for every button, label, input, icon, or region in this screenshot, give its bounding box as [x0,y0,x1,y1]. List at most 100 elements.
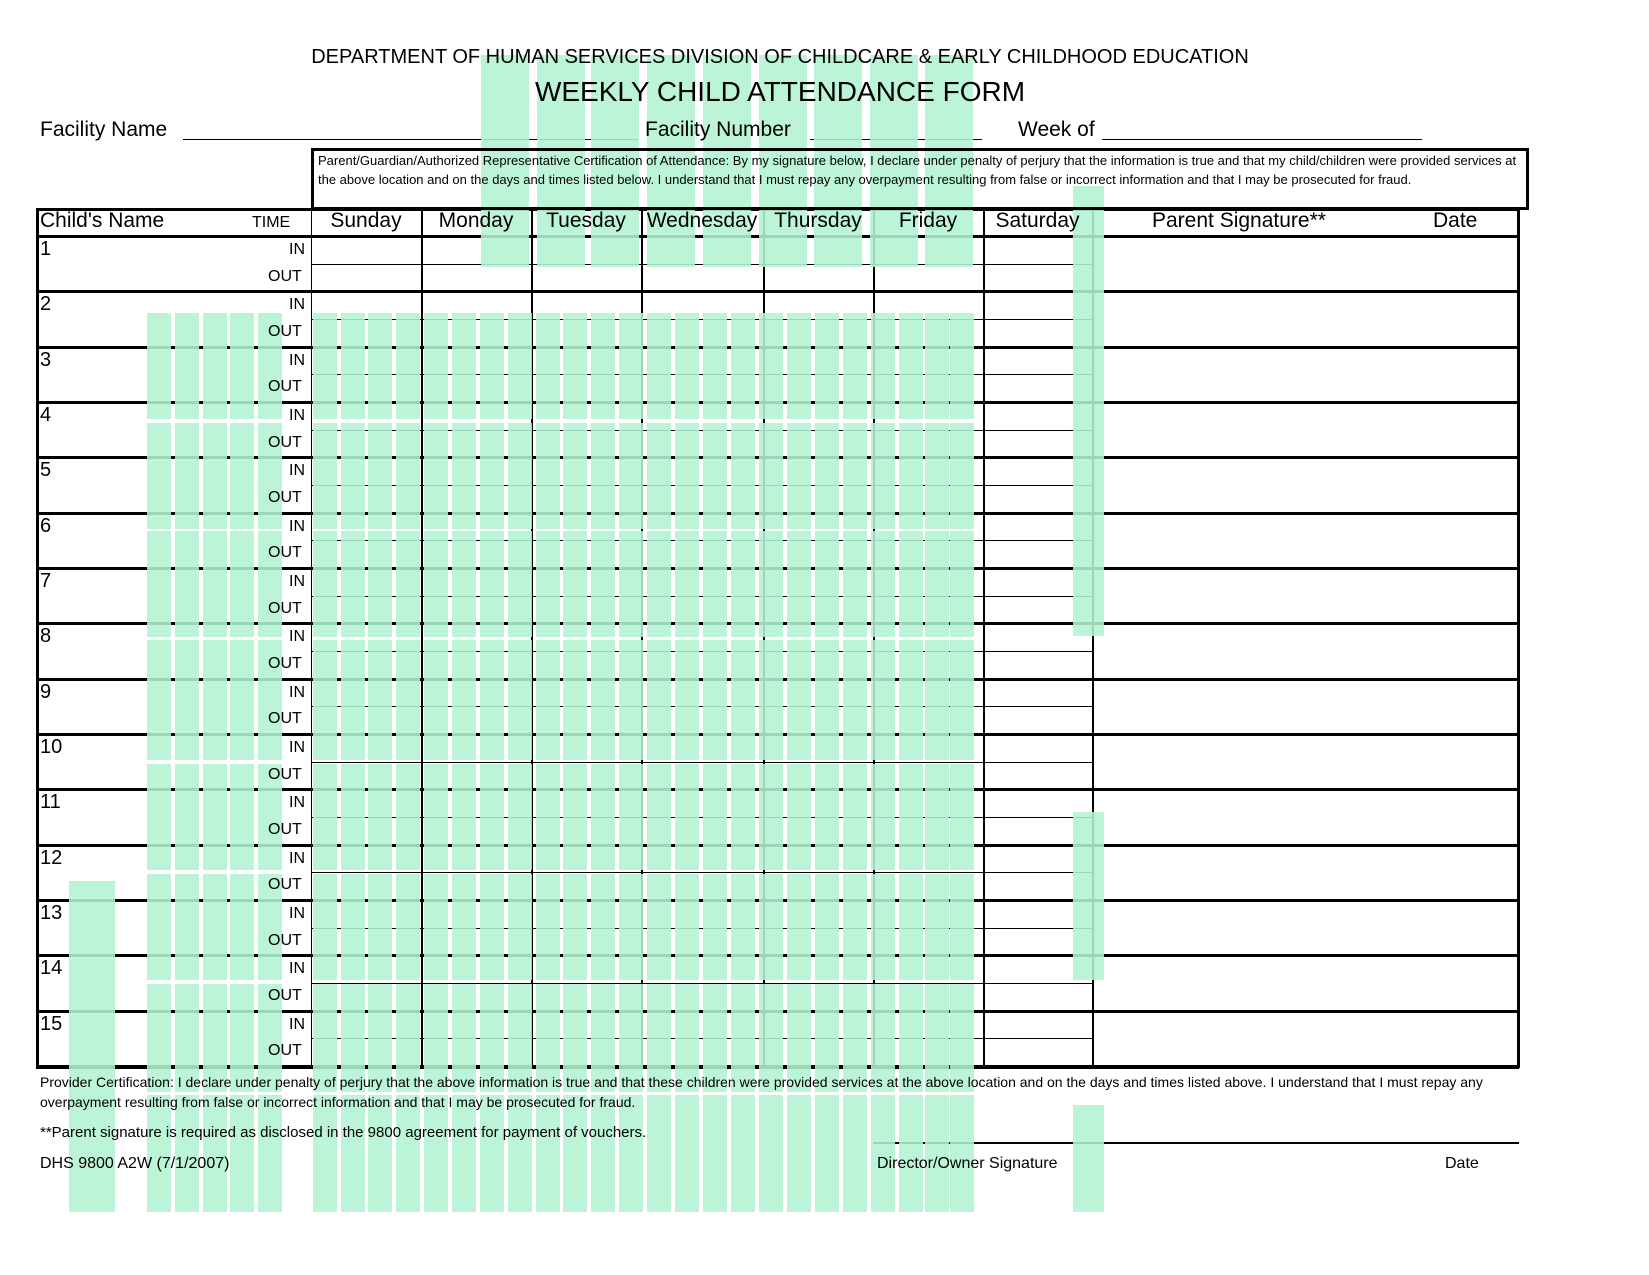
parent-signature-cell[interactable] [1095,791,1517,842]
time-out-cell[interactable] [765,653,872,678]
time-out-cell[interactable] [423,266,530,291]
time-in-cell[interactable] [533,459,640,484]
time-out-cell[interactable] [765,321,872,346]
time-in-cell[interactable] [643,957,762,982]
time-out-cell[interactable] [643,819,762,844]
time-out-cell[interactable] [985,819,1091,844]
time-out-cell[interactable] [875,764,982,789]
time-out-cell[interactable] [875,1040,982,1065]
time-out-cell[interactable] [533,321,640,346]
time-out-cell[interactable] [643,985,762,1010]
time-in-cell[interactable] [643,238,762,263]
time-out-cell[interactable] [423,432,530,457]
time-out-cell[interactable] [643,930,762,955]
time-out-cell[interactable] [643,432,762,457]
time-in-cell[interactable] [875,293,982,318]
time-out-cell[interactable] [875,708,982,733]
child-name-field[interactable] [40,758,250,786]
time-in-cell[interactable] [533,847,640,872]
time-in-cell[interactable] [423,847,530,872]
time-in-cell[interactable] [765,681,872,706]
time-out-cell[interactable] [643,598,762,623]
time-out-cell[interactable] [423,598,530,623]
parent-signature-cell[interactable] [1095,238,1517,289]
time-in-cell[interactable] [985,957,1091,982]
time-out-cell[interactable] [985,764,1091,789]
time-out-cell[interactable] [643,542,762,567]
time-out-cell[interactable] [423,985,530,1010]
time-out-cell[interactable] [423,487,530,512]
time-out-cell[interactable] [533,764,640,789]
time-in-cell[interactable] [313,238,420,263]
time-in-cell[interactable] [765,459,872,484]
time-in-cell[interactable] [313,404,420,429]
time-out-cell[interactable] [313,653,420,678]
time-out-cell[interactable] [765,708,872,733]
time-out-cell[interactable] [313,432,420,457]
time-in-cell[interactable] [643,681,762,706]
parent-signature-cell[interactable] [1095,902,1517,953]
time-out-cell[interactable] [875,432,982,457]
time-out-cell[interactable] [765,266,872,291]
time-out-cell[interactable] [643,764,762,789]
time-out-cell[interactable] [985,930,1091,955]
time-out-cell[interactable] [765,376,872,401]
time-out-cell[interactable] [533,874,640,899]
time-out-cell[interactable] [765,985,872,1010]
time-out-cell[interactable] [313,542,420,567]
time-in-cell[interactable] [533,238,640,263]
time-in-cell[interactable] [313,736,420,761]
time-in-cell[interactable] [985,736,1091,761]
parent-signature-cell[interactable] [1095,625,1517,676]
time-out-cell[interactable] [643,487,762,512]
time-out-cell[interactable] [423,874,530,899]
time-out-cell[interactable] [875,819,982,844]
time-out-cell[interactable] [533,542,640,567]
time-in-cell[interactable] [765,515,872,540]
time-in-cell[interactable] [423,957,530,982]
time-in-cell[interactable] [423,681,530,706]
time-out-cell[interactable] [533,376,640,401]
parent-signature-cell[interactable] [1095,957,1517,1008]
time-out-cell[interactable] [533,819,640,844]
time-out-cell[interactable] [313,598,420,623]
time-in-cell[interactable] [765,847,872,872]
time-out-cell[interactable] [313,985,420,1010]
time-out-cell[interactable] [643,653,762,678]
child-name-field[interactable] [40,260,250,288]
parent-signature-cell[interactable] [1095,515,1517,566]
parent-signature-cell[interactable] [1095,681,1517,732]
time-in-cell[interactable] [533,791,640,816]
time-in-cell[interactable] [313,625,420,650]
time-out-cell[interactable] [313,321,420,346]
time-in-cell[interactable] [313,515,420,540]
time-in-cell[interactable] [423,1013,530,1038]
time-out-cell[interactable] [423,819,530,844]
parent-signature-cell[interactable] [1095,293,1517,344]
time-in-cell[interactable] [643,847,762,872]
time-out-cell[interactable] [423,542,530,567]
child-name-field[interactable] [40,481,250,509]
time-out-cell[interactable] [765,542,872,567]
time-out-cell[interactable] [985,376,1091,401]
time-in-cell[interactable] [533,404,640,429]
time-in-cell[interactable] [765,404,872,429]
time-out-cell[interactable] [313,487,420,512]
time-in-cell[interactable] [313,681,420,706]
time-in-cell[interactable] [875,957,982,982]
time-in-cell[interactable] [875,847,982,872]
child-name-field[interactable] [40,979,250,1007]
time-in-cell[interactable] [643,625,762,650]
child-name-field[interactable] [40,592,250,620]
time-out-cell[interactable] [875,653,982,678]
time-in-cell[interactable] [313,349,420,374]
time-in-cell[interactable] [533,1013,640,1038]
time-out-cell[interactable] [533,708,640,733]
time-out-cell[interactable] [765,487,872,512]
time-out-cell[interactable] [533,653,640,678]
time-in-cell[interactable] [875,515,982,540]
parent-signature-cell[interactable] [1095,349,1517,400]
time-in-cell[interactable] [533,625,640,650]
time-in-cell[interactable] [765,736,872,761]
time-in-cell[interactable] [875,238,982,263]
